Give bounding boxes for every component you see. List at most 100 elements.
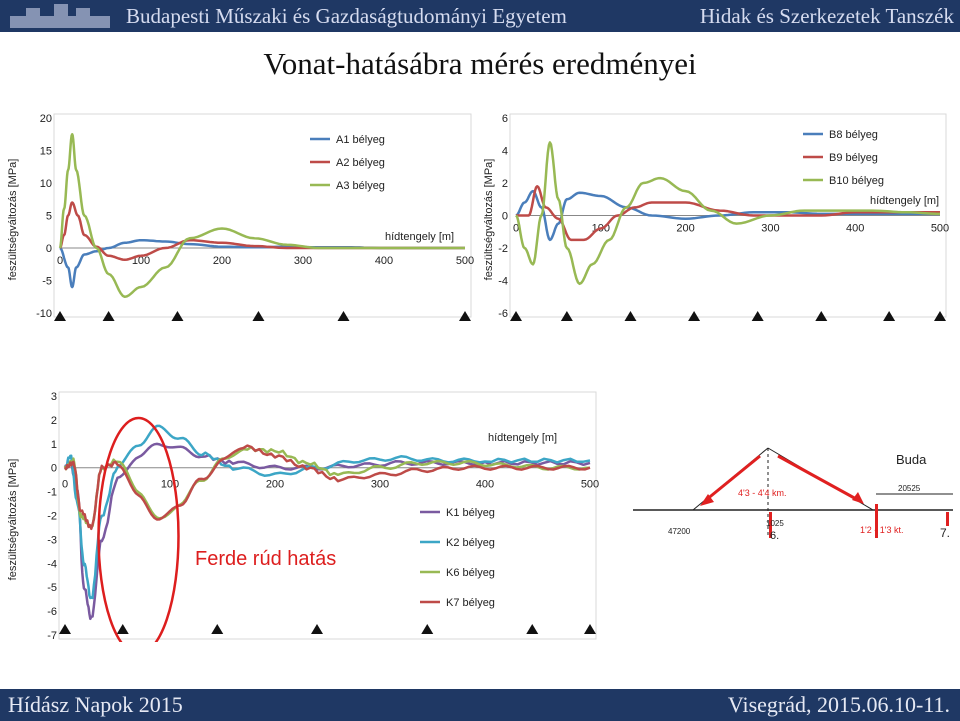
- x-tick-label: 400: [476, 479, 494, 491]
- support-icon: [815, 311, 828, 321]
- series-line: [64, 424, 591, 600]
- x-tick-label: 400: [375, 255, 393, 267]
- support-icon: [171, 311, 184, 321]
- annotation-label: Ferde rúd hatás: [195, 548, 336, 570]
- support-icon: [59, 624, 71, 634]
- bridge-diagram: Buda 20525 4'3 - 4'4 km. 47200 1025 6. 1…: [633, 447, 953, 542]
- arrow-left-head-icon: [700, 494, 714, 506]
- support-icon: [54, 311, 66, 321]
- arrow-right: [777, 454, 859, 502]
- y-tick-label: -7: [47, 630, 57, 642]
- x-tick-label: 200: [213, 255, 231, 267]
- y-tick-label: -2: [47, 511, 57, 523]
- series-line: [58, 133, 465, 299]
- support-icon: [311, 624, 323, 634]
- label-1025: 1025: [766, 519, 784, 528]
- x-tick-label: 500: [581, 479, 599, 491]
- legend-label: A2 bélyeg: [336, 157, 385, 169]
- y-tick-label: -5: [42, 276, 52, 288]
- x-tick-label: 0: [62, 479, 68, 491]
- support-icon: [751, 311, 764, 321]
- x-tick-label: 200: [266, 479, 284, 491]
- marker-end: [946, 512, 949, 526]
- series-line: [63, 444, 591, 531]
- x-tick-label: 0: [57, 255, 63, 267]
- label-node-6: 6.: [770, 530, 779, 542]
- support-icon: [116, 624, 129, 634]
- y-tick-label: -2: [498, 243, 508, 255]
- x-tick-label: 300: [294, 255, 312, 267]
- legend-label: B8 bélyeg: [829, 129, 878, 141]
- x-tick-label: 300: [371, 479, 389, 491]
- plot-area: [509, 113, 947, 318]
- series-line: [63, 442, 591, 621]
- label-20525: 20525: [898, 484, 921, 493]
- arrow-right-head-icon: [852, 492, 864, 504]
- legend-label: K6 bélyeg: [446, 567, 495, 579]
- support-icon: [624, 311, 637, 321]
- x-tick-label: 300: [761, 223, 779, 235]
- y-tick-label: 4: [502, 146, 508, 158]
- support-icon: [252, 311, 265, 321]
- y-tick-label: -4: [47, 558, 57, 570]
- support-icon: [459, 311, 471, 321]
- legend-label: B9 bélyeg: [829, 152, 878, 164]
- y-tick-label: 10: [40, 178, 52, 190]
- legend-label: A3 bélyeg: [336, 180, 385, 192]
- x-tick-label: 0: [513, 223, 519, 235]
- y-tick-label: 1: [51, 439, 57, 451]
- x-tick-label: 500: [456, 255, 474, 267]
- marker-6: [769, 512, 772, 538]
- y-tick-label: 2: [502, 178, 508, 190]
- university-logo-icon: [10, 4, 110, 28]
- y-tick-label: 15: [40, 146, 52, 158]
- y-tick-label: 2: [51, 415, 57, 427]
- y-tick-label: -6: [47, 606, 57, 618]
- y-tick-label: 3: [51, 391, 57, 403]
- y-tick-label: 0: [502, 211, 508, 223]
- support-icon: [584, 624, 596, 634]
- plot-area: [53, 113, 472, 318]
- label-12-13: 1'2 - 1'3 kt.: [860, 525, 903, 535]
- support-icon: [688, 311, 701, 321]
- marker-7: [875, 504, 878, 538]
- label-43-44: 4'3 - 4'4 km.: [738, 488, 786, 498]
- support-icon: [934, 311, 946, 321]
- series-line: [516, 185, 940, 242]
- legend-label: A1 bélyeg: [336, 134, 385, 146]
- support-icon: [526, 624, 539, 634]
- y-tick-label: 0: [51, 463, 57, 475]
- y-tick-label: -6: [498, 308, 508, 320]
- support-icon: [337, 311, 350, 321]
- y-tick-label: -5: [47, 582, 57, 594]
- place-date: Visegrád, 2015.06.10-11.: [727, 692, 950, 717]
- y-tick-label: 0: [46, 243, 52, 255]
- support-icon: [421, 624, 434, 634]
- x-axis-label: hídtengely [m]: [385, 231, 454, 243]
- header-bar: Budapesti Műszaki és Gazdaságtudományi E…: [0, 0, 960, 32]
- legend-label: K7 bélyeg: [446, 597, 495, 609]
- y-tick-label: 20: [40, 113, 52, 125]
- y-axis-label: feszültségváltozás [MPa]: [7, 159, 19, 281]
- y-tick-label: 6: [502, 113, 508, 125]
- y-tick-label: -3: [47, 534, 57, 546]
- label-node-7: 7.: [940, 526, 950, 540]
- y-tick-label: -10: [36, 308, 52, 320]
- label-47200: 47200: [668, 527, 691, 536]
- annotation-ellipse: [97, 416, 180, 642]
- y-axis-label: feszültségváltozás [MPa]: [483, 159, 495, 281]
- series-line: [63, 445, 591, 529]
- footer-bar: Hídász Napok 2015 Visegrád, 2015.06.10-1…: [0, 689, 960, 721]
- legend-label: K2 bélyeg: [446, 537, 495, 549]
- support-icon: [510, 311, 522, 321]
- y-tick-label: -1: [47, 487, 57, 499]
- x-tick-label: 400: [846, 223, 864, 235]
- support-icon: [560, 311, 573, 321]
- y-axis-label: feszültségváltozás [MPa]: [7, 459, 19, 581]
- x-tick-label: 200: [676, 223, 694, 235]
- x-tick-label: 100: [132, 255, 150, 267]
- legend-label: K1 bélyeg: [446, 507, 495, 519]
